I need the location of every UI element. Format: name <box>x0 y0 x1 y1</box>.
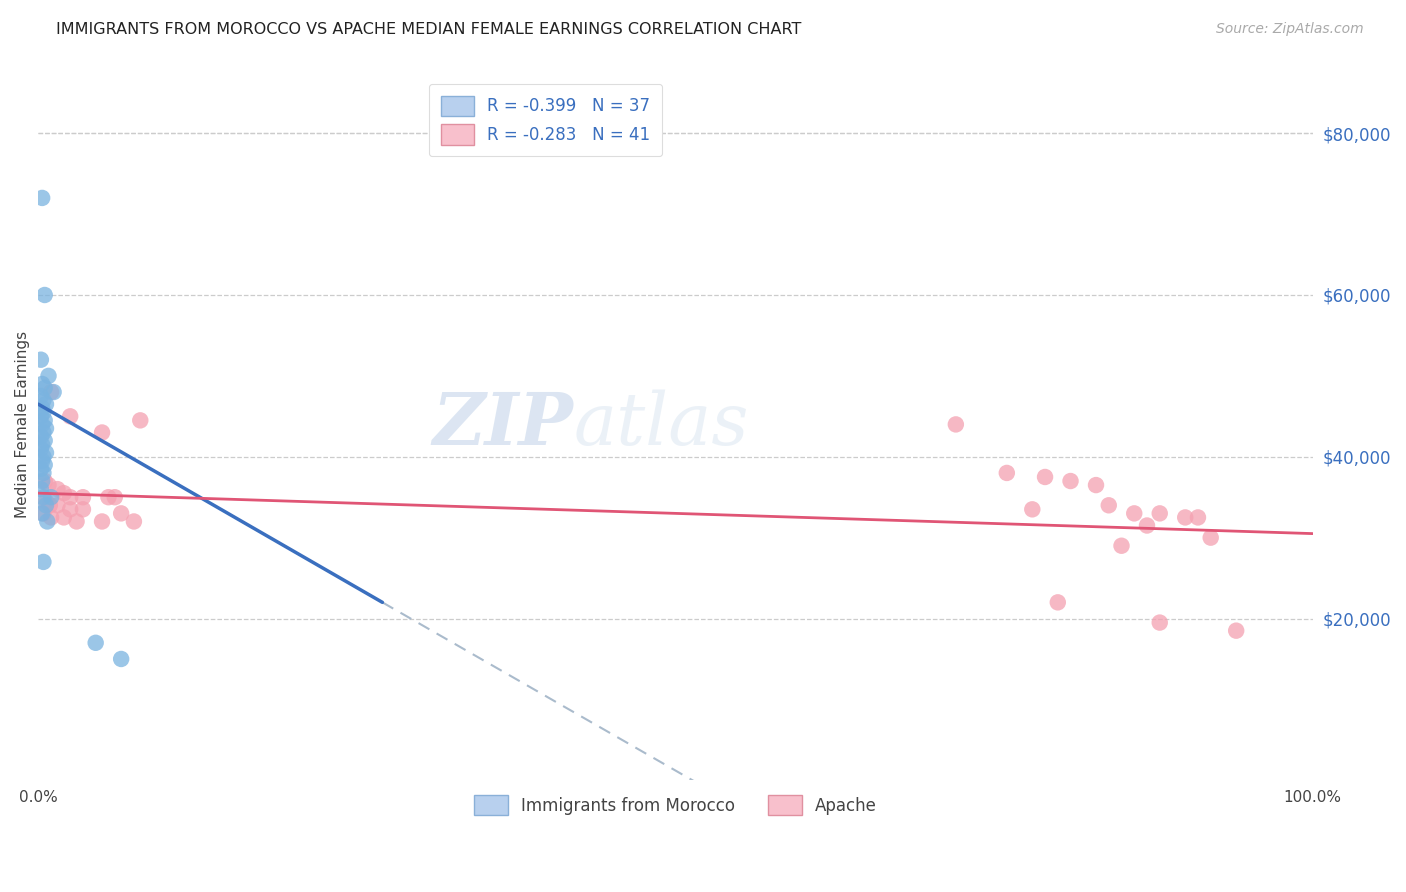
Point <box>37 515 59 529</box>
Point <box>31 474 53 488</box>
Point <box>110 652 132 666</box>
Y-axis label: Median Female Earnings: Median Female Earnings <box>15 331 30 518</box>
Point <box>59 409 82 424</box>
Point <box>30 442 52 456</box>
Point <box>39 385 62 400</box>
Point <box>35 446 58 460</box>
Point <box>30 409 52 424</box>
Point <box>1111 539 1133 553</box>
Point <box>1225 624 1247 638</box>
Point <box>30 389 52 403</box>
Point <box>34 434 56 448</box>
Point <box>31 417 53 432</box>
Point <box>38 498 60 512</box>
Point <box>122 515 145 529</box>
Point <box>1021 502 1043 516</box>
Point <box>97 490 120 504</box>
Point <box>945 417 967 432</box>
Point <box>129 413 152 427</box>
Point <box>32 490 55 504</box>
Point <box>1059 474 1081 488</box>
Point <box>39 490 62 504</box>
Point <box>72 502 94 516</box>
Point <box>32 450 55 464</box>
Point <box>995 466 1018 480</box>
Point <box>35 397 58 411</box>
Point <box>30 462 52 476</box>
Point <box>35 498 58 512</box>
Point <box>52 486 75 500</box>
Point <box>31 191 53 205</box>
Point <box>59 490 82 504</box>
Point <box>30 352 52 367</box>
Point <box>59 502 82 516</box>
Point <box>32 555 55 569</box>
Point <box>39 510 62 524</box>
Point <box>34 458 56 472</box>
Point <box>34 288 56 302</box>
Point <box>35 494 58 508</box>
Point <box>30 482 52 496</box>
Point <box>38 368 60 383</box>
Point <box>1149 615 1171 630</box>
Point <box>34 474 56 488</box>
Point <box>1046 595 1069 609</box>
Text: Source: ZipAtlas.com: Source: ZipAtlas.com <box>1216 22 1364 37</box>
Point <box>32 425 55 440</box>
Point <box>32 466 55 480</box>
Point <box>38 478 60 492</box>
Point <box>1136 518 1159 533</box>
Point <box>1187 510 1209 524</box>
Point <box>72 490 94 504</box>
Point <box>46 482 69 496</box>
Point <box>34 381 56 395</box>
Point <box>32 405 55 419</box>
Point <box>31 507 53 521</box>
Point <box>34 413 56 427</box>
Point <box>35 421 58 435</box>
Point <box>1174 510 1197 524</box>
Point <box>30 429 52 443</box>
Point <box>31 401 53 416</box>
Point <box>91 425 114 440</box>
Point <box>1199 531 1222 545</box>
Point <box>52 510 75 524</box>
Point <box>1149 507 1171 521</box>
Text: IMMIGRANTS FROM MOROCCO VS APACHE MEDIAN FEMALE EARNINGS CORRELATION CHART: IMMIGRANTS FROM MOROCCO VS APACHE MEDIAN… <box>56 22 801 37</box>
Point <box>65 515 87 529</box>
Point <box>32 507 55 521</box>
Point <box>1033 470 1056 484</box>
Point <box>42 385 65 400</box>
Text: atlas: atlas <box>574 389 749 459</box>
Point <box>104 490 127 504</box>
Point <box>1123 507 1146 521</box>
Point <box>31 454 53 468</box>
Point <box>91 515 114 529</box>
Point <box>110 507 132 521</box>
Text: ZIP: ZIP <box>433 389 574 460</box>
Point <box>32 393 55 408</box>
Point <box>1085 478 1108 492</box>
Point <box>31 376 53 391</box>
Legend: Immigrants from Morocco, Apache: Immigrants from Morocco, Apache <box>464 785 887 825</box>
Point <box>46 498 69 512</box>
Point <box>1098 498 1121 512</box>
Point <box>84 636 107 650</box>
Point <box>31 437 53 451</box>
